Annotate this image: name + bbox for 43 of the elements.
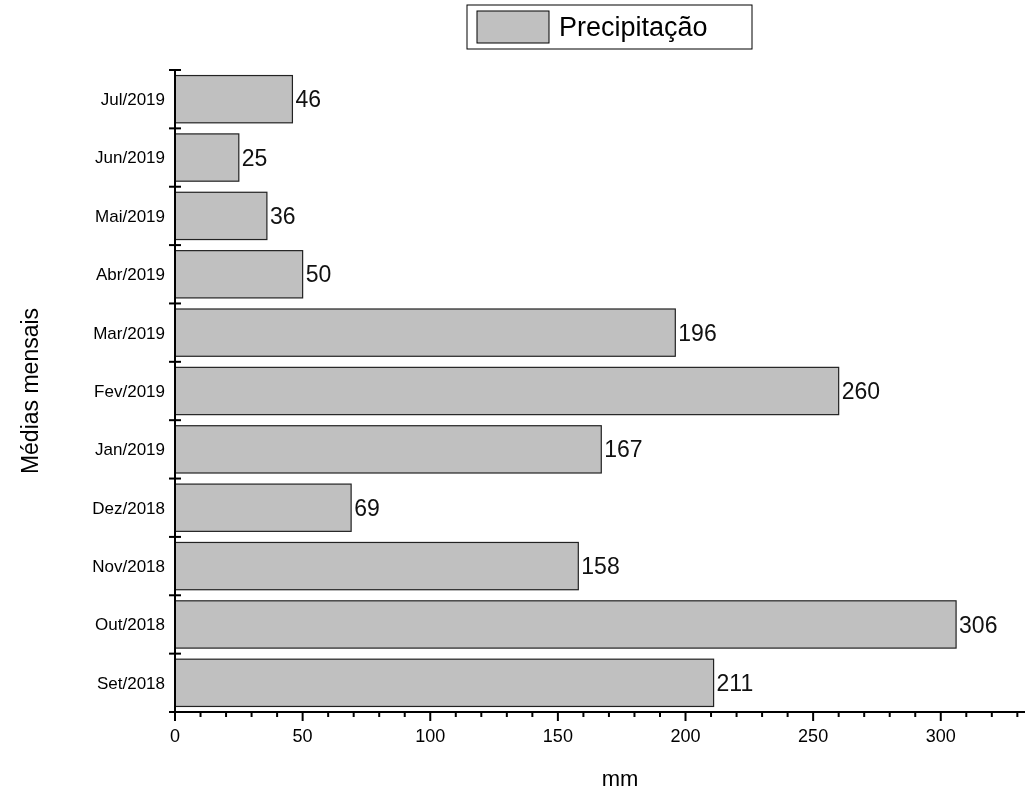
data-label: 36 (269, 202, 296, 229)
y-tick-label: Nov/2018 (92, 557, 165, 577)
x-tick-label: 300 (925, 726, 956, 746)
y-tick-label: Out/2018 (95, 615, 165, 635)
bar (174, 366, 840, 416)
y-tick-label: Jul/2019 (100, 90, 165, 110)
bar (174, 483, 352, 532)
y-tick-label: Dez/2018 (92, 498, 165, 518)
bar (174, 600, 957, 649)
y-tick-label: Jun/2019 (95, 148, 165, 168)
data-label: 46 (295, 86, 322, 113)
data-label: 69 (354, 494, 380, 521)
y-tick-label: Fev/2019 (94, 381, 165, 401)
bar (174, 425, 602, 474)
data-label: 158 (581, 553, 620, 580)
x-tick-label: 100 (415, 726, 446, 746)
data-label: 25 (241, 144, 268, 171)
bar (174, 191, 268, 241)
x-tick-label: 150 (542, 726, 573, 746)
legend-label: Precipitação (559, 12, 708, 43)
data-label: 260 (841, 378, 881, 405)
bar (174, 74, 294, 124)
y-tick-label: Abr/2019 (96, 265, 165, 285)
data-label: 167 (604, 436, 643, 463)
bar (174, 133, 240, 182)
y-tick-label: Jan/2019 (95, 440, 165, 460)
x-tick-label: 50 (292, 726, 313, 746)
bar (174, 250, 304, 299)
data-label: 211 (716, 669, 754, 696)
bar (174, 658, 715, 708)
bar (174, 308, 676, 357)
x-tick-label: 0 (169, 726, 181, 746)
y-axis-title: Médias mensais (17, 307, 43, 475)
x-axis-title: mm (601, 766, 639, 791)
data-label: 50 (305, 261, 332, 288)
x-tick-label: 250 (798, 726, 829, 746)
bar (174, 541, 579, 591)
y-tick-label: Set/2018 (96, 673, 165, 693)
data-label: 196 (678, 319, 717, 346)
y-tick-label: Mai/2019 (95, 206, 165, 226)
data-label: 306 (959, 611, 998, 638)
y-tick-label: Mar/2019 (93, 323, 165, 343)
x-tick-label: 200 (670, 726, 701, 746)
